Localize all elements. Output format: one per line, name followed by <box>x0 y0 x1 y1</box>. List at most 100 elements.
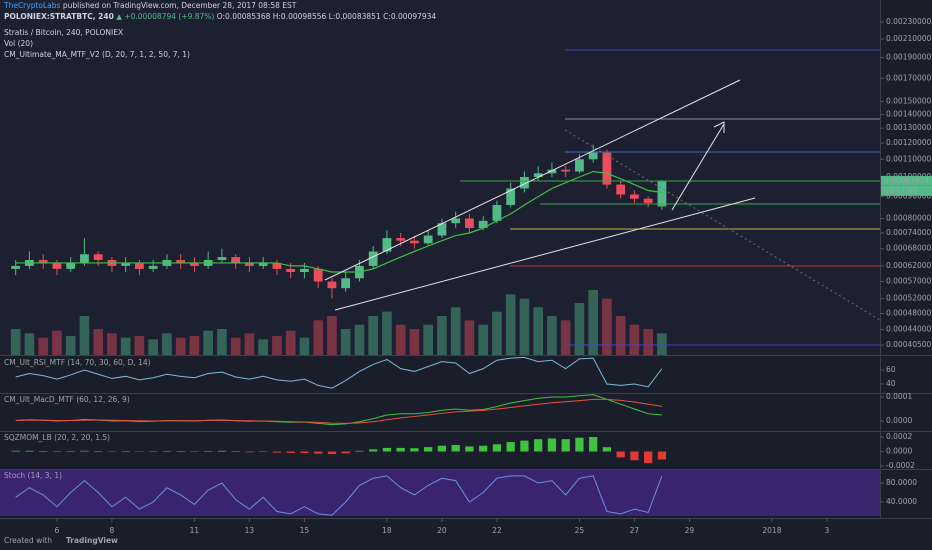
histogram-bar <box>314 451 323 454</box>
histogram-bar <box>341 451 350 454</box>
candle-body <box>313 268 323 282</box>
candle-body <box>93 254 103 260</box>
histogram-bar <box>630 451 639 461</box>
volume-bar <box>395 324 406 355</box>
author: TheCryptoLabs <box>3 1 61 10</box>
histogram-bar <box>107 451 117 453</box>
candle-body <box>561 169 571 172</box>
histogram-bar <box>437 445 447 452</box>
histogram-bar <box>506 442 515 452</box>
volume-bar <box>10 329 21 355</box>
candle-body <box>231 257 241 263</box>
histogram-bar <box>286 451 295 453</box>
price-box <box>881 175 932 186</box>
ma-line <box>15 170 663 273</box>
candle-body <box>135 262 144 269</box>
stoch-band <box>0 470 880 516</box>
candle-body <box>465 218 474 229</box>
candle-body <box>506 188 516 206</box>
volume-bar <box>547 316 557 355</box>
volume-bar <box>657 333 667 355</box>
drawings <box>324 49 881 346</box>
volume-bar <box>409 329 420 355</box>
y-tick-label: 40 <box>886 379 896 388</box>
candle-body <box>272 262 282 269</box>
y-tick-label: 0.00090000 <box>886 192 932 201</box>
pane-title: CM_Ult_MacD_MTF (60, 12, 26, 9) <box>4 395 130 404</box>
volume-bar <box>533 307 543 355</box>
x-tick-label: 2018 <box>762 526 781 535</box>
high: H:0.00098556 <box>273 12 327 21</box>
candle-body <box>286 268 296 272</box>
y-tick-label: 0.00074000 <box>886 228 932 237</box>
candle-body <box>245 262 254 266</box>
x-tick-label: 8 <box>110 526 115 535</box>
volume-bar <box>588 290 598 355</box>
y-tick-label: 0.00044000 <box>886 325 932 334</box>
x-tick-label: 25 <box>575 526 585 535</box>
volume-bar <box>272 335 282 355</box>
candle-body <box>217 257 227 260</box>
x-tick-label: 22 <box>492 526 502 535</box>
chart-title: Stratis / Bitcoin, 240, POLONIEX <box>4 28 123 37</box>
histogram-bar <box>547 438 557 452</box>
volume-bar <box>519 298 530 355</box>
histogram-bar <box>245 451 254 453</box>
histogram-bar <box>534 439 543 452</box>
histogram-bar <box>644 451 653 464</box>
candle-body <box>588 152 598 160</box>
footer-brand: TradingView <box>66 536 118 545</box>
volume-bar <box>203 330 213 355</box>
histogram-bar <box>382 447 392 452</box>
histogram-bar <box>25 450 34 452</box>
volume-bar <box>340 329 351 355</box>
y-tick-label: 0.00150000 <box>886 97 932 106</box>
y-tick-label: 0.00048000 <box>886 308 932 317</box>
histogram-bar <box>176 451 185 452</box>
y-tick-label: 0.00062000 <box>886 261 932 270</box>
low: L:0.00083851 <box>329 12 381 21</box>
candle-body <box>38 259 48 263</box>
candle-body <box>148 265 158 269</box>
volume-bar <box>450 307 461 355</box>
y-tick-label: 60 <box>886 365 896 374</box>
volume-bar <box>189 335 200 355</box>
candle-body <box>176 259 186 263</box>
x-tick-label: 15 <box>300 526 310 535</box>
volume-bar <box>464 320 475 355</box>
histogram-bar <box>80 450 89 452</box>
histogram-bar <box>589 437 598 452</box>
volume-bar <box>65 335 76 355</box>
candle-body <box>66 262 76 269</box>
volume-bar <box>79 316 90 355</box>
y-tick-label: 0.00120000 <box>886 138 932 147</box>
volume-bar <box>244 333 255 355</box>
volume-bar <box>492 311 502 355</box>
y-tick-label: 0.00052000 <box>886 294 932 303</box>
arrow <box>671 123 725 211</box>
volume-bar <box>230 337 241 355</box>
y-tick-label: 0.0000 <box>886 447 912 456</box>
candle-body <box>575 159 584 172</box>
symbol: POLONIEX:STRATBTC, 240 <box>4 12 114 21</box>
candle-body <box>80 254 89 263</box>
histogram-bar <box>121 451 130 452</box>
volume-bar <box>285 330 296 355</box>
volume-bar <box>615 316 626 355</box>
x-tick-label: 11 <box>190 526 200 535</box>
volume-bar <box>148 339 158 355</box>
quote-line: POLONIEX:STRATBTC, 240 ▲ +0.00008794 (+9… <box>4 12 436 21</box>
histogram-bar <box>355 450 364 452</box>
histogram-bar <box>149 451 158 453</box>
histogram-bar <box>259 451 268 453</box>
candle-body <box>657 180 667 207</box>
histogram-bar <box>396 447 405 452</box>
histogram-bar <box>327 451 337 455</box>
channel-upper <box>324 79 741 281</box>
volume-bar <box>437 316 447 355</box>
candle-body <box>478 220 488 229</box>
published: published on TradingView.com, December 2… <box>63 1 297 10</box>
y-tick-label: 0.00140000 <box>886 109 932 118</box>
indicator-line <box>15 475 663 516</box>
candle-body <box>11 265 21 269</box>
